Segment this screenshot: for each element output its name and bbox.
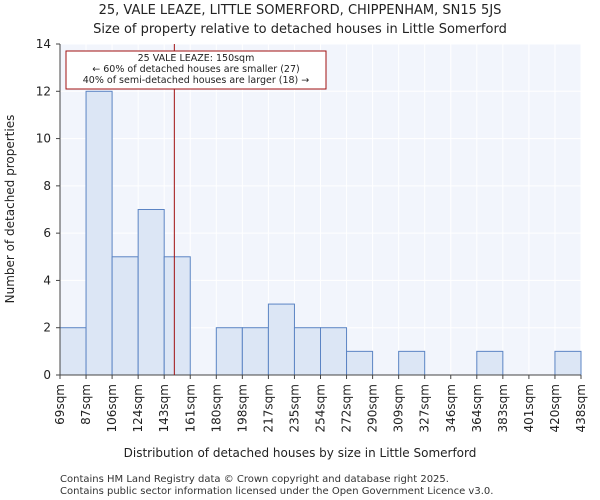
x-tick-label: 235sqm (287, 384, 301, 432)
histogram-bar (554, 350, 582, 376)
x-tick-label: 272sqm (340, 384, 354, 432)
x-tick-label: 161sqm (183, 384, 197, 432)
annotation-box: 25 VALE LEAZE: 150sqm ← 60% of detached … (65, 50, 327, 90)
x-tick-label: 309sqm (392, 384, 406, 432)
histogram-bar (111, 256, 139, 376)
x-tick-label: 106sqm (105, 384, 119, 432)
histogram-bar (59, 327, 87, 376)
x-tick-label: 438sqm (574, 384, 588, 432)
histogram-bar (267, 303, 295, 376)
x-tick-label: 180sqm (209, 384, 223, 432)
annotation-line-1: 25 VALE LEAZE: 150sqm (138, 53, 255, 64)
histogram-bar (320, 327, 348, 376)
footer-line-1: Contains HM Land Registry data © Crown c… (60, 474, 449, 485)
chart-title: 25, VALE LEAZE, LITTLE SOMERFORD, CHIPPE… (99, 3, 502, 18)
y-tick-label: 8 (43, 179, 51, 193)
x-tick-label: 143sqm (157, 384, 171, 432)
y-tick-label: 12 (36, 84, 51, 98)
x-tick-label: 346sqm (444, 384, 458, 432)
y-tick-label: 14 (36, 37, 51, 51)
y-tick-label: 0 (43, 368, 51, 382)
footer-line-2: Contains public sector information licen… (60, 486, 493, 497)
y-tick-label: 6 (43, 226, 51, 240)
histogram-bar (215, 327, 243, 376)
y-tick-label: 4 (43, 273, 51, 287)
x-tick-label: 124sqm (131, 384, 145, 432)
annotation-frame (65, 50, 327, 90)
x-tick-label: 290sqm (366, 384, 380, 432)
annotation-line-3: 40% of semi-detached houses are larger (… (83, 75, 310, 86)
histogram-bar (163, 256, 191, 376)
histogram-bar (137, 209, 165, 376)
x-tick-label: 383sqm (496, 384, 510, 432)
bars-group (59, 43, 582, 376)
chart-subtitle: Size of property relative to detached ho… (93, 22, 507, 37)
x-tick-label: 254sqm (314, 384, 328, 432)
histogram-bar (85, 90, 113, 376)
x-tick-label: 198sqm (235, 384, 249, 432)
x-axis-label: Distribution of detached houses by size … (124, 446, 477, 460)
x-tick-label: 327sqm (418, 384, 432, 432)
histogram-bar (293, 327, 322, 376)
x-tick-label: 420sqm (548, 384, 562, 432)
y-tick-label: 10 (36, 132, 51, 146)
x-ticks-group: 69sqm 87sqm 106sqm 124sqm 143sqm 161sqm 180sqm… (53, 375, 588, 432)
x-tick-label: 401sqm (522, 384, 536, 432)
y-ticks-group: 0 2 4 6 8 10 12 14 (36, 37, 60, 382)
histogram-bar (398, 350, 426, 376)
x-tick-label: 69sqm (53, 384, 67, 425)
y-axis-label: Number of detached properties (3, 115, 17, 304)
annotation-line-2: ← 60% of detached houses are smaller (27… (92, 64, 299, 75)
x-tick-label: 87sqm (79, 384, 93, 425)
x-tick-label: 217sqm (261, 384, 275, 432)
histogram-bar (476, 350, 504, 376)
y-tick-label: 2 (43, 321, 51, 335)
x-tick-label: 364sqm (470, 384, 484, 432)
histogram-bar (346, 350, 374, 376)
histogram-bar (241, 327, 269, 376)
